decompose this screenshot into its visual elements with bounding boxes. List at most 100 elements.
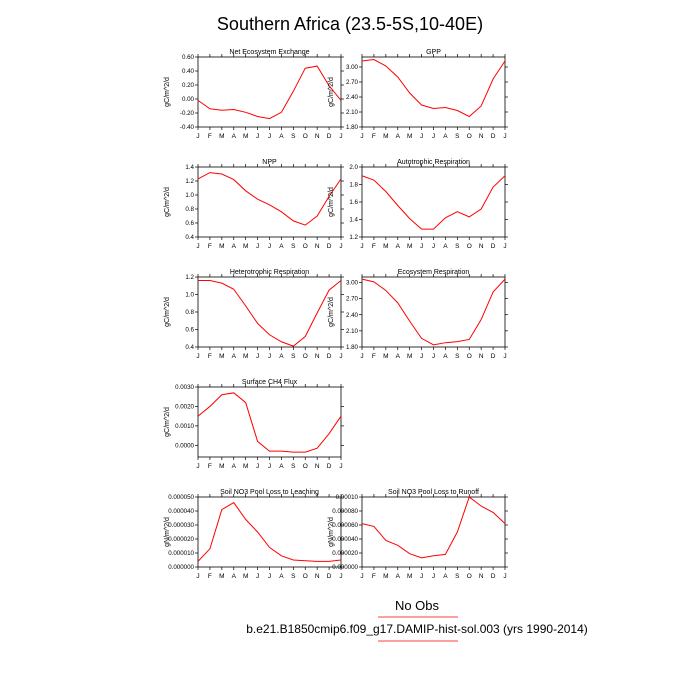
x-tick-label: S: [455, 353, 460, 360]
x-tick-label: A: [443, 573, 448, 580]
x-tick-label: F: [208, 353, 212, 360]
x-tick-label: J: [339, 133, 342, 140]
y-tick-label: 2.70: [346, 296, 359, 303]
x-tick-label: F: [372, 243, 376, 250]
x-tick-label: D: [491, 133, 496, 140]
x-tick-label: S: [291, 463, 296, 470]
y-tick-label: 0.000010: [168, 550, 194, 557]
y-tick-label: 0.00: [182, 96, 195, 103]
x-tick-label: F: [208, 463, 212, 470]
x-tick-label: M: [219, 353, 224, 360]
x-tick-label: A: [279, 133, 284, 140]
x-tick-label: N: [315, 353, 320, 360]
x-tick-label: D: [491, 353, 496, 360]
y-tick-label: 0.20: [182, 82, 195, 89]
x-tick-label: F: [372, 573, 376, 580]
plot-frame: [197, 56, 342, 128]
y-tick-label: 2.10: [346, 109, 359, 116]
x-tick-label: J: [196, 133, 199, 140]
y-tick-label: 0.8: [185, 206, 194, 213]
x-tick-label: A: [279, 573, 284, 580]
y-tick-label: 0.000020: [168, 536, 194, 543]
y-tick-label: 1.2: [185, 178, 194, 185]
x-tick-label: M: [407, 133, 412, 140]
x-tick-label: N: [315, 573, 320, 580]
x-tick-label: M: [219, 243, 224, 250]
y-tick-label: 1.2: [349, 234, 358, 241]
y-tick-label: 2.40: [346, 312, 359, 319]
figure-title: Southern Africa (23.5-5S,10-40E): [217, 14, 483, 34]
x-tick-label: A: [232, 353, 237, 360]
x-tick-label: A: [443, 243, 448, 250]
x-tick-label: J: [360, 573, 363, 580]
x-tick-label: D: [327, 573, 332, 580]
plot-frame: [361, 276, 506, 348]
plot-frame: [197, 496, 342, 568]
series-line: [197, 392, 342, 453]
y-tick-label: 1.6: [349, 199, 358, 206]
x-tick-label: O: [467, 133, 472, 140]
x-tick-label: F: [208, 243, 212, 250]
panel-title: Soil NO3 Pool Loss to Leaching: [220, 489, 319, 496]
x-tick-label: S: [455, 243, 460, 250]
x-tick-label: J: [503, 243, 506, 250]
y-tick-label: 0.8: [185, 309, 194, 316]
x-tick-label: M: [243, 243, 248, 250]
x-tick-label: O: [467, 573, 472, 580]
x-tick-label: J: [420, 243, 423, 250]
y-axis-label: gC/m^2/d: [328, 297, 335, 327]
x-tick-label: J: [360, 243, 363, 250]
y-tick-label: 2.40: [346, 94, 359, 101]
y-tick-label: 0.0010: [175, 423, 194, 430]
chart-panel: Ecosystem Respiration gC/m^2/d 1.80 2.10 2.4…: [328, 269, 508, 360]
y-tick-label: 0.000000: [168, 564, 194, 571]
y-axis-label: gC/m^2/d: [164, 297, 171, 327]
x-tick-label: D: [491, 573, 496, 580]
x-tick-label: A: [279, 463, 284, 470]
x-tick-label: M: [407, 353, 412, 360]
y-axis-label: gC/m^2/d: [164, 407, 171, 437]
y-tick-label: 3.00: [346, 280, 359, 287]
x-tick-label: S: [291, 573, 296, 580]
x-tick-label: M: [219, 133, 224, 140]
plot-frame: [361, 56, 506, 128]
x-tick-label: A: [443, 353, 448, 360]
x-tick-label: O: [467, 353, 472, 360]
panel-title: GPP: [426, 49, 441, 56]
plot-frame: [197, 166, 342, 238]
x-tick-label: N: [315, 463, 320, 470]
panel-title: Surface CH4 Flux: [242, 379, 298, 386]
y-tick-label: 0.000030: [168, 522, 194, 529]
x-tick-label: O: [303, 243, 308, 250]
y-tick-label: 0.4: [185, 234, 194, 241]
x-tick-label: J: [339, 573, 342, 580]
y-tick-label: 1.4: [185, 164, 194, 171]
x-tick-label: D: [327, 353, 332, 360]
x-tick-label: J: [256, 243, 259, 250]
x-tick-label: D: [327, 133, 332, 140]
chart-panel: Net Ecosystem Exchange gC/m^2/d -0.40 -0.20…: [164, 49, 344, 140]
y-tick-label: 1.2: [185, 274, 194, 281]
case-label: b.e21.B1850cmip6.f09_g17.DAMIP-hist-sol.…: [246, 622, 588, 636]
panel-title: Ecosystem Respiration: [398, 269, 470, 276]
x-tick-label: N: [479, 573, 484, 580]
x-tick-label: A: [232, 463, 237, 470]
y-tick-label: 2.0: [349, 164, 358, 171]
y-axis-label: gC/m^2/d: [164, 77, 171, 107]
y-tick-label: 2.10: [346, 328, 359, 335]
x-tick-label: M: [383, 133, 388, 140]
x-tick-label: J: [432, 573, 435, 580]
x-tick-label: F: [372, 133, 376, 140]
x-tick-label: J: [360, 133, 363, 140]
x-tick-label: O: [467, 243, 472, 250]
y-tick-label: 0.6: [185, 327, 194, 334]
x-tick-label: J: [503, 353, 506, 360]
x-tick-label: A: [232, 243, 237, 250]
x-tick-label: J: [339, 463, 342, 470]
x-tick-label: N: [479, 353, 484, 360]
panel-title: Soil NO3 Pool Loss to Runoff: [388, 489, 479, 496]
y-tick-label: 1.4: [349, 217, 358, 224]
y-tick-label: 0.000060: [332, 522, 358, 529]
x-tick-label: M: [243, 133, 248, 140]
x-tick-label: M: [407, 573, 412, 580]
